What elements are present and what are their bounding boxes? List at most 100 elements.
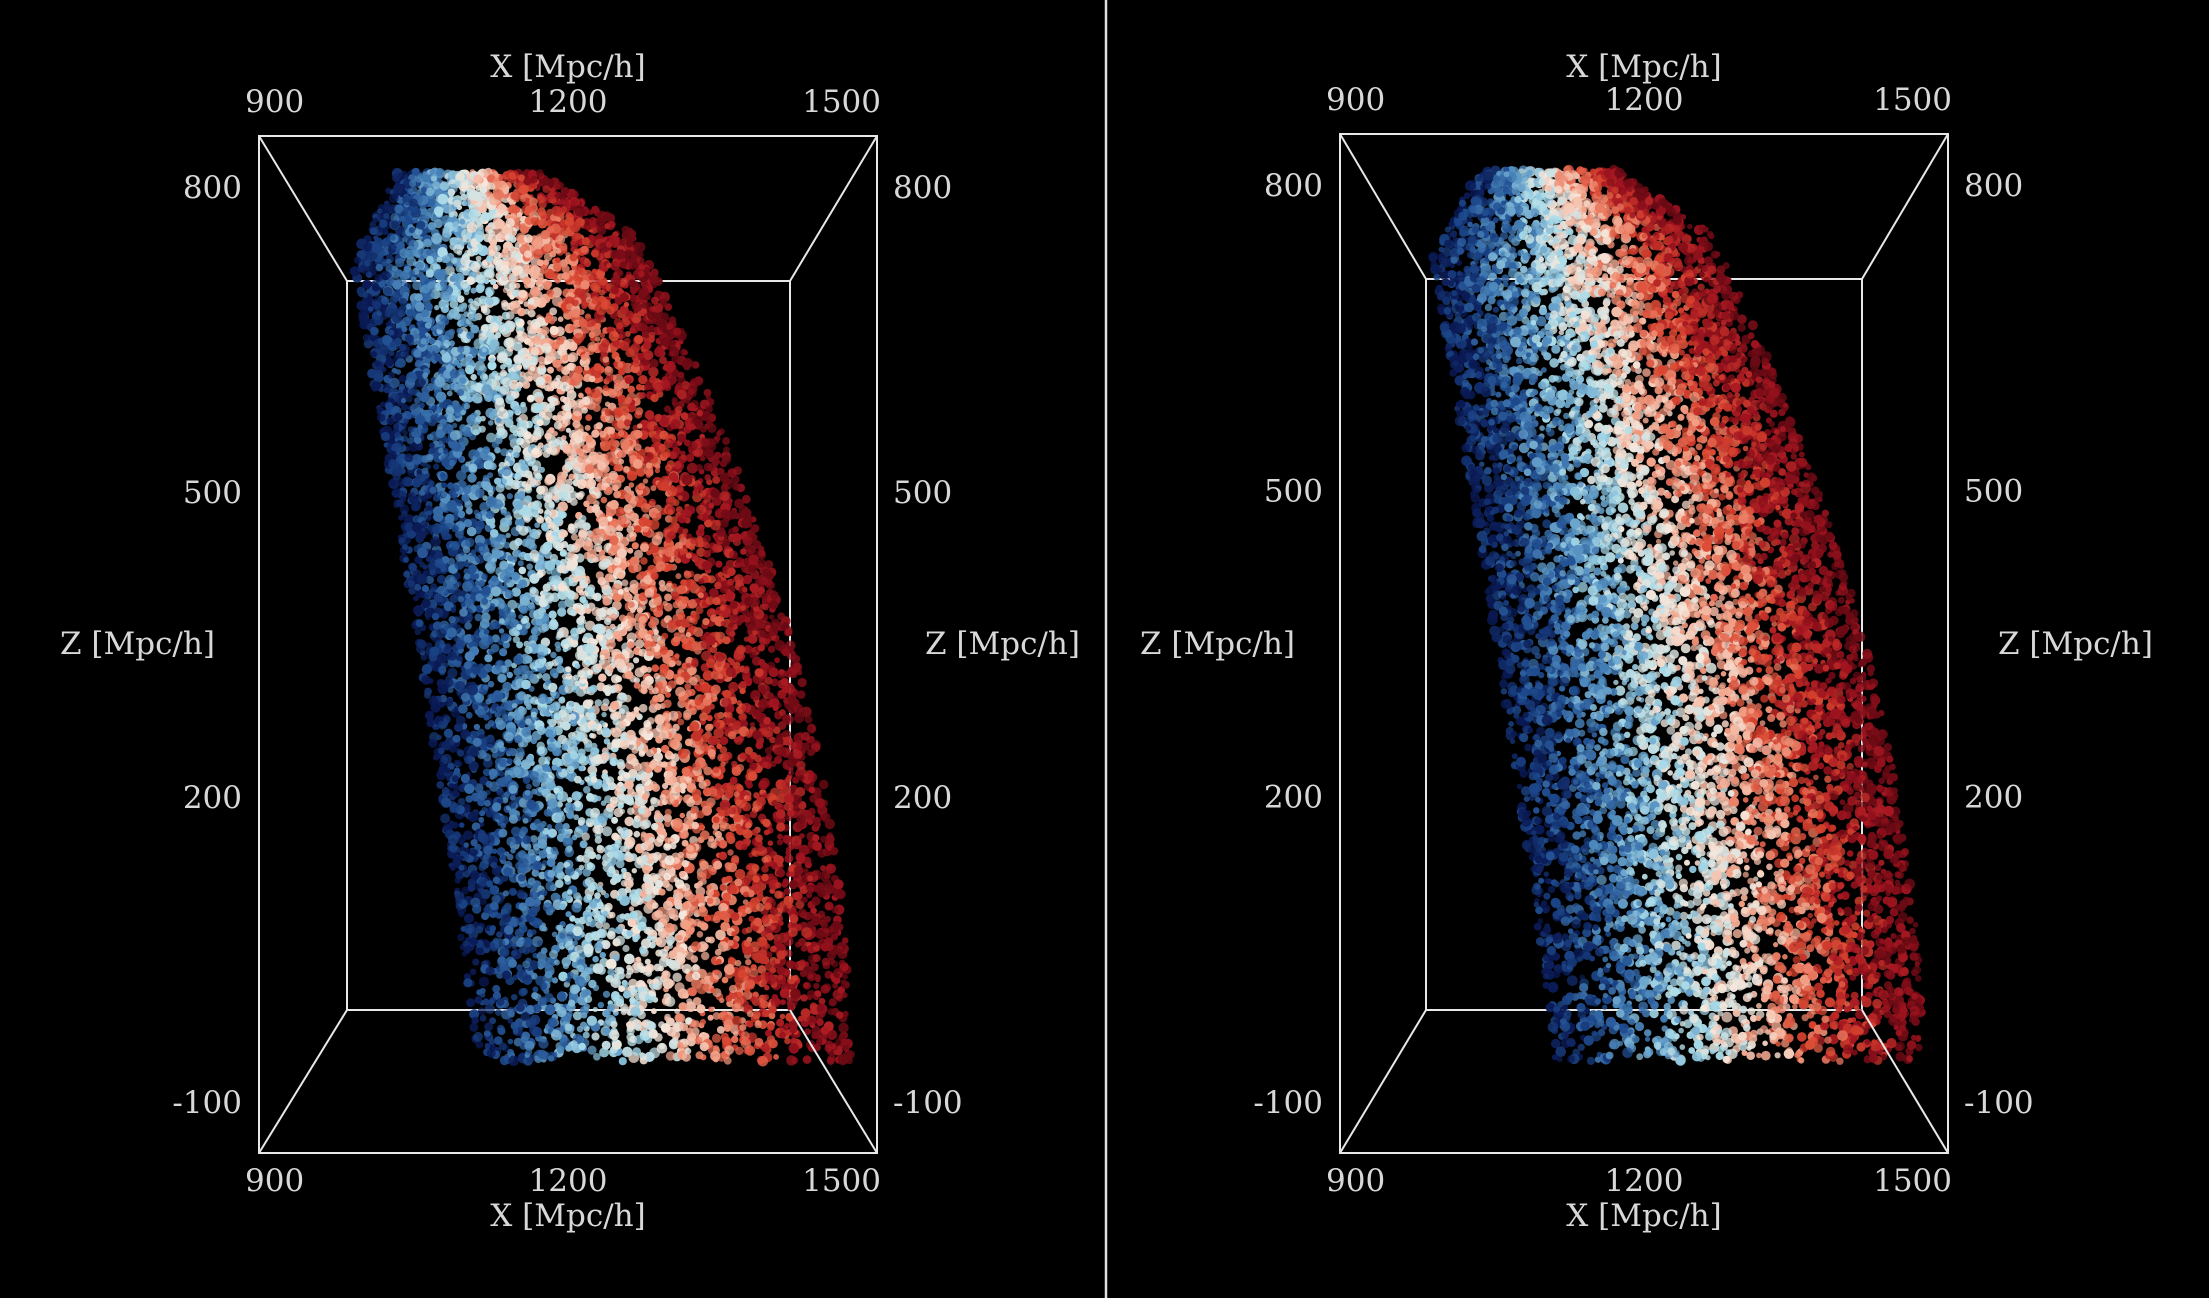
scatter-point (631, 868, 637, 874)
scatter-point (507, 747, 515, 756)
scatter-point (578, 392, 584, 399)
scatter-point (488, 420, 494, 426)
scatter-point (575, 585, 584, 594)
scatter-point (747, 633, 758, 644)
scatter-point (494, 1036, 503, 1045)
scatter-point (436, 781, 445, 789)
scatter-point (481, 911, 490, 921)
scatter-point (664, 842, 671, 849)
scatter-point (603, 892, 610, 899)
scatter-point (592, 955, 599, 963)
scatter-point (588, 331, 596, 338)
scatter-point (605, 374, 614, 383)
scatter-point (509, 540, 520, 551)
scatter-point (630, 512, 639, 522)
scatter-point (505, 774, 512, 782)
scatter-point (625, 972, 632, 979)
scatter-point (614, 935, 626, 946)
scatter-point (613, 973, 620, 980)
scatter-point (444, 265, 455, 276)
scatter-point (425, 269, 435, 278)
scatter-point (757, 1056, 769, 1067)
scatter-point (626, 1021, 632, 1028)
scatter-point (517, 560, 524, 567)
scatter-point (479, 810, 486, 817)
scatter-point (555, 894, 561, 900)
scatter-point (592, 403, 601, 412)
scatter-point (740, 548, 747, 555)
scatter-point (734, 498, 744, 509)
scatter-point (692, 964, 699, 971)
scatter-point (651, 1008, 657, 1015)
scatter-point (616, 322, 624, 330)
scatter-point (605, 629, 613, 636)
scatter-point (810, 907, 817, 914)
scatter-point (416, 469, 423, 475)
scatter-point (714, 948, 722, 956)
scatter-point (559, 903, 566, 911)
scatter-point (467, 473, 477, 483)
scatter-point (551, 931, 558, 938)
scatter-point (464, 249, 472, 257)
scatter-point (623, 913, 632, 921)
scatter-point (599, 332, 605, 339)
scatter-point (767, 1023, 775, 1031)
scatter-point (555, 374, 562, 381)
scatter-point (565, 427, 572, 433)
scatter-points (349, 167, 855, 1067)
scatter-point (675, 573, 682, 580)
scatter-point (557, 316, 564, 323)
scatter-point (627, 807, 635, 815)
scatter-point (797, 908, 808, 918)
scatter-point (578, 765, 585, 772)
scatter-point (717, 571, 724, 578)
scatter-point (680, 830, 689, 839)
scatter-point (601, 711, 607, 718)
scatter-point (595, 336, 601, 342)
scatter-point (695, 1051, 704, 1060)
scatter-point (622, 944, 630, 953)
scatter-point (531, 628, 538, 635)
scatter-point (712, 475, 721, 484)
scatter-point (512, 405, 521, 415)
scatter-point (586, 894, 593, 901)
scatter-point (703, 541, 710, 549)
scatter-point (495, 1008, 502, 1016)
scatter-point (475, 1040, 484, 1049)
scatter-point (667, 680, 677, 689)
scatter-point (483, 845, 494, 855)
scatter-point (838, 1022, 849, 1033)
scatter-point (507, 1048, 515, 1056)
scatter-point (782, 834, 792, 844)
scatter-point (375, 263, 384, 272)
scatter-point (528, 685, 535, 692)
scatter-point (470, 287, 477, 294)
scatter-point (552, 359, 562, 368)
scatter-point (800, 706, 812, 718)
scatter-point (736, 784, 744, 792)
scatter-point (820, 984, 830, 994)
scatter-point (536, 673, 543, 679)
scatter-point (428, 480, 435, 487)
scatter-point (626, 930, 633, 937)
scatter-point (579, 840, 588, 849)
scatter-point (799, 959, 806, 967)
scatter-point (776, 839, 784, 846)
scatter-point (395, 369, 402, 375)
scatter-point (664, 405, 672, 413)
scatter-point (392, 174, 401, 183)
scatter-point (547, 828, 558, 838)
scatter-point (472, 704, 479, 711)
scatter-point (664, 808, 672, 816)
scatter-point (677, 526, 685, 535)
scatter-point (746, 1020, 754, 1028)
scatter-point (502, 890, 509, 897)
scatter-point (546, 858, 556, 867)
scatter-point (779, 1013, 786, 1020)
scatter-point (585, 414, 593, 421)
scatter-point (777, 612, 786, 621)
scatter-point (609, 445, 616, 452)
